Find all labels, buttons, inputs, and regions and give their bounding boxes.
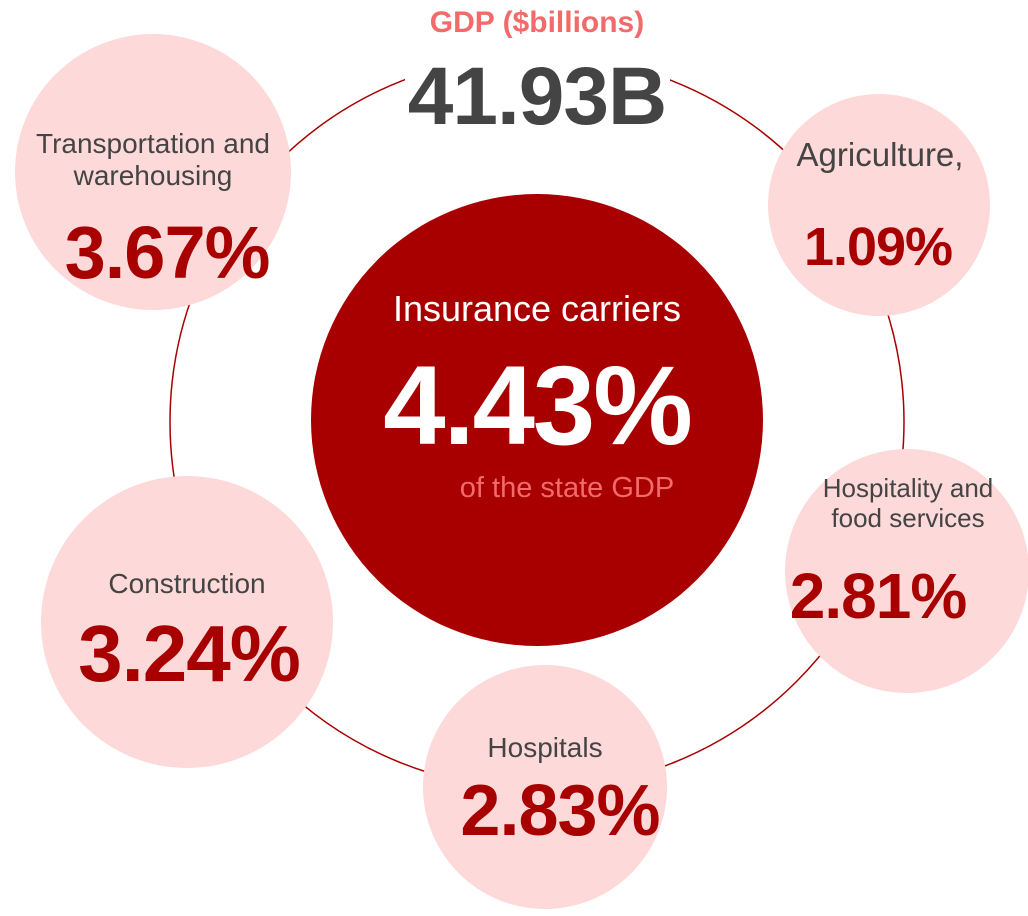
header-backdrop (405, 0, 670, 135)
node-value: 3.24% (78, 609, 301, 698)
center-caption: of the state GDP (459, 472, 675, 504)
header-total: 41.93B (407, 51, 667, 142)
node-circle (15, 34, 291, 310)
node-label: Hospitality and food services (822, 473, 994, 533)
node-value: 1.09% (803, 217, 953, 277)
center-label: Insurance carriers (392, 288, 682, 329)
node-circle (423, 665, 667, 909)
node-value: 2.81% (789, 560, 967, 632)
node-value: 2.83% (460, 771, 660, 851)
node-label: Hospitals (487, 732, 603, 763)
center-circle (311, 194, 763, 646)
node-circle (41, 476, 333, 768)
node-label: Construction (108, 568, 266, 599)
node-label: Agriculture, (796, 136, 964, 173)
node-circle (785, 449, 1028, 693)
node-label: Transportation and warehousing (36, 128, 270, 192)
center-value: 4.43% (383, 343, 693, 468)
node-value: 3.67% (64, 211, 271, 294)
node-circle (768, 94, 990, 316)
header-title: GDP ($billions) (429, 6, 645, 39)
